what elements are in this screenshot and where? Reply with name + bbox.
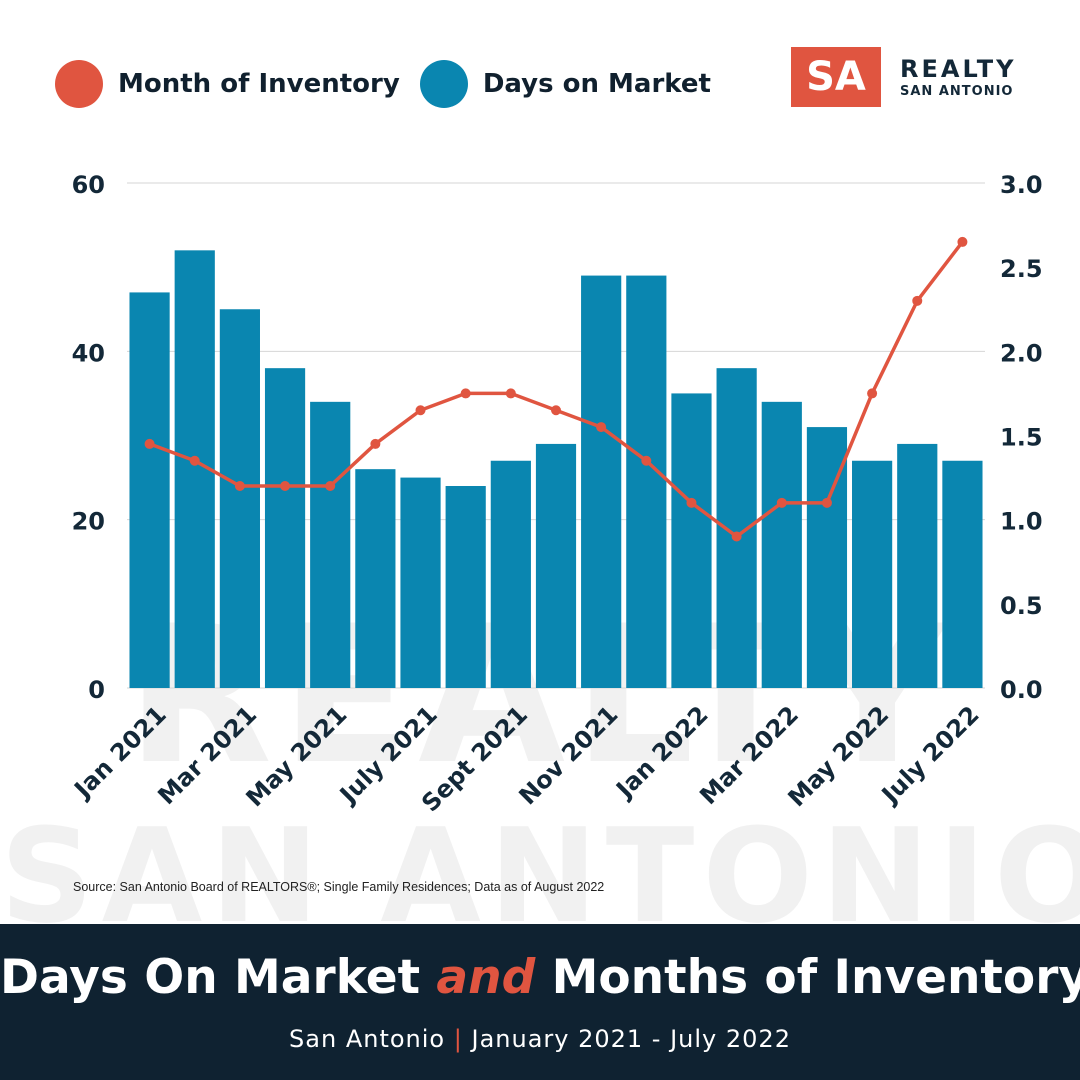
point-months-of-inventory: [460, 388, 471, 399]
y-right-tick-label: 0.5: [1000, 592, 1043, 620]
point-months-of-inventory: [234, 481, 245, 491]
footer-subtitle: San Antonio | January 2021 - July 2022: [0, 1025, 1080, 1053]
bar-days-on-market: [264, 368, 306, 688]
bar-days-on-market: [626, 275, 667, 688]
bar-days-on-market: [129, 292, 170, 688]
bar-days-on-market: [581, 275, 622, 688]
y-right-tick-label: 2.0: [1000, 339, 1043, 367]
y-right-tick-label: 2.5: [1000, 255, 1043, 283]
logo-wordmark: REALTY SAN ANTONIO: [900, 57, 1017, 98]
legend-item-inventory: Month of Inventory: [55, 60, 400, 108]
point-months-of-inventory: [957, 236, 968, 247]
y-right-tick-label: 0.0: [1000, 676, 1043, 704]
footer-banner: Days On Market and Months of Inventory S…: [0, 924, 1080, 1080]
point-months-of-inventory: [325, 481, 336, 491]
x-tick-label: July 2022: [875, 700, 985, 810]
bar-days-on-market: [219, 309, 260, 688]
footer-title: Days On Market and Months of Inventory: [0, 950, 1080, 1005]
point-months-of-inventory: [505, 388, 516, 399]
y-left-tick-label: 40: [72, 339, 105, 367]
bar-days-on-market: [671, 393, 712, 688]
logo-line-2: SAN ANTONIO: [900, 83, 1014, 99]
bar-days-on-market: [355, 469, 396, 688]
footer-title-part1: Days On Market: [0, 950, 421, 1005]
y-left-tick-label: 20: [72, 508, 105, 536]
bar-days-on-market: [942, 460, 983, 688]
bar-days-on-market: [490, 460, 531, 688]
brand-logo: SA REALTY SAN ANTONIO: [791, 47, 1017, 107]
logo-line-1: REALTY: [900, 54, 1017, 83]
point-months-of-inventory: [686, 497, 697, 508]
bar-days-on-market: [535, 443, 577, 688]
point-months-of-inventory: [189, 455, 200, 466]
legend-dot-inventory: [55, 60, 103, 108]
point-months-of-inventory: [415, 405, 426, 416]
point-months-of-inventory: [821, 497, 832, 508]
bar-days-on-market: [445, 486, 486, 688]
footer-title-accent: and: [436, 950, 536, 1005]
point-months-of-inventory: [641, 455, 652, 466]
legend-item-days: Days on Market: [419, 60, 711, 108]
y-left-tick-label: 60: [72, 171, 105, 199]
chart-legend: Month of Inventory Days on Market: [55, 60, 731, 108]
legend-label-inventory: Month of Inventory: [118, 69, 400, 99]
y-left-tick-label: 0: [88, 676, 105, 704]
bar-days-on-market: [400, 477, 441, 688]
footer-title-part2: Months of Inventory: [551, 950, 1080, 1005]
point-months-of-inventory: [912, 295, 923, 306]
point-months-of-inventory: [776, 497, 787, 508]
point-months-of-inventory: [731, 531, 742, 542]
bar-days-on-market: [761, 401, 802, 688]
bar-days-on-market: [852, 460, 893, 688]
point-months-of-inventory: [551, 405, 561, 416]
footer-subtitle-separator: |: [453, 1025, 463, 1053]
legend-dot-days: [419, 60, 468, 108]
y-right-tick-label: 1.5: [1000, 424, 1043, 452]
point-months-of-inventory: [867, 388, 878, 399]
logo-mark: SA: [791, 47, 881, 107]
y-right-tick-label: 3.0: [1000, 171, 1043, 199]
bar-days-on-market: [897, 443, 938, 688]
point-months-of-inventory: [144, 438, 155, 449]
y-right-tick-label: 1.0: [1000, 508, 1043, 536]
footer-subtitle-location: San Antonio: [289, 1025, 446, 1053]
point-months-of-inventory: [280, 481, 291, 491]
point-months-of-inventory: [370, 438, 381, 449]
bar-days-on-market: [310, 401, 351, 688]
x-tick-label: Nov 2021: [514, 700, 624, 810]
footer-subtitle-range: January 2021 - July 2022: [471, 1025, 791, 1053]
point-months-of-inventory: [596, 422, 607, 433]
source-note: Source: San Antonio Board of REALTORS®; …: [73, 880, 605, 894]
legend-label-days: Days on Market: [482, 69, 711, 99]
